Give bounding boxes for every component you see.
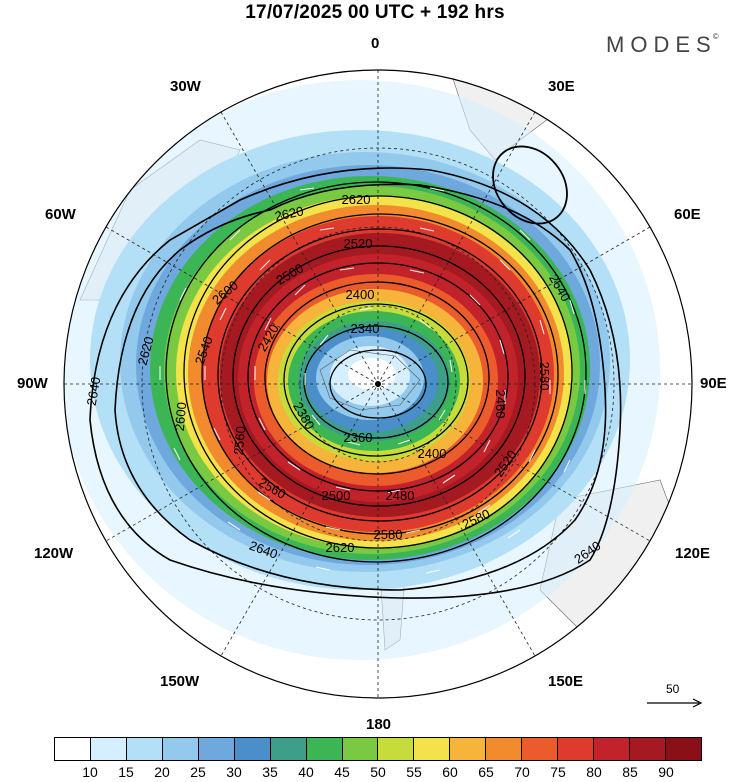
colorbar-tick-label: 70 xyxy=(514,764,530,780)
colorbar-tick-label: 30 xyxy=(226,764,242,780)
wind-reference-arrow-icon xyxy=(647,698,703,708)
lon-label-30w: 30W xyxy=(170,78,201,95)
contour-label: 2340 xyxy=(351,321,380,336)
contour-label: 2480 xyxy=(386,488,415,503)
colorbar-tick-label: 40 xyxy=(298,764,314,780)
contour-label: 2600 xyxy=(172,402,189,432)
speed-colorbar xyxy=(54,737,702,761)
map-title: 17/07/2025 00 UTC + 192 hrs xyxy=(245,2,505,23)
brand-text: MODES xyxy=(606,32,717,57)
colorbar-swatch xyxy=(270,738,307,760)
contour-label: 2580 xyxy=(374,527,403,542)
colorbar-tick-label: 65 xyxy=(478,764,494,780)
colorbar-swatch xyxy=(55,738,91,760)
height-contours xyxy=(89,145,622,599)
colorbar-swatch xyxy=(378,738,415,760)
contour-label: 2400 xyxy=(346,287,375,302)
lon-label-90e: 90E xyxy=(700,375,727,392)
contour-label: 2360 xyxy=(344,430,373,445)
contour-label: 2640 xyxy=(84,376,104,407)
colorbar-swatch xyxy=(234,738,271,760)
lon-label-0: 0 xyxy=(371,35,380,52)
modes-logo: MODES© xyxy=(606,32,719,58)
colorbar-tick-label: 60 xyxy=(442,764,458,780)
contour-label: 2400 xyxy=(418,446,447,461)
colorbar-swatch xyxy=(486,738,523,760)
colorbar-tick-label: 75 xyxy=(550,764,566,780)
colorbar-tick-label: 85 xyxy=(622,764,638,780)
colorbar-swatch xyxy=(414,738,451,760)
colorbar-swatch xyxy=(522,738,559,760)
speed-fill-layer: 2620 2620 2640 2640 2620 2600 2600 2580 … xyxy=(64,70,692,698)
contour-label: 2620 xyxy=(326,540,355,555)
contour-label: 2620 xyxy=(273,203,304,224)
contour-label: 2460 xyxy=(493,390,508,419)
lon-label-150e: 150E xyxy=(548,673,584,690)
wind-vectors xyxy=(159,187,586,574)
contour-label: 2620 xyxy=(135,335,157,367)
colorbar-tick-label: 80 xyxy=(586,764,602,780)
contour-label: 2620 xyxy=(342,192,371,207)
lon-label-60e: 60E xyxy=(674,206,701,223)
contour-label: 2580 xyxy=(537,362,552,391)
lon-label-180: 180 xyxy=(366,716,392,733)
lon-label-60w: 60W xyxy=(45,206,76,223)
wind-reference-label: 50 xyxy=(666,682,680,696)
map-border xyxy=(63,69,693,699)
south-pole-marker xyxy=(375,381,381,387)
lon-label-30e: 30E xyxy=(548,78,575,95)
contour-label: 2560 xyxy=(231,426,248,456)
lon-label-90w: 90W xyxy=(17,375,48,392)
colorbar-tick-label: 20 xyxy=(154,764,170,780)
lon-label-120e: 120E xyxy=(675,545,711,562)
colorbar-tick-label: 35 xyxy=(262,764,278,780)
colorbar-tick-label: 50 xyxy=(370,764,386,780)
colorbar-swatch xyxy=(306,738,343,760)
colorbar-swatch xyxy=(126,738,163,760)
colorbar-swatch xyxy=(198,738,235,760)
contour-label: 2500 xyxy=(322,488,351,503)
colorbar-swatch xyxy=(342,738,379,760)
colorbar-swatch xyxy=(630,738,666,760)
colorbar-swatch xyxy=(594,738,630,760)
colorbar-tick-label: 45 xyxy=(334,764,350,780)
colorbar-tick-label: 90 xyxy=(658,764,674,780)
colorbar-tick-label: 10 xyxy=(82,764,98,780)
colorbar-tick-label: 55 xyxy=(406,764,422,780)
colorbar-swatch xyxy=(665,738,701,760)
lon-label-120w: 120W xyxy=(34,545,74,562)
colorbar-swatch xyxy=(162,738,199,760)
colorbar-tick-label: 25 xyxy=(190,764,206,780)
colorbar-tick-label: 15 xyxy=(118,764,134,780)
colorbar-swatch xyxy=(558,738,595,760)
contour-label: 2520 xyxy=(344,236,373,251)
copyright-mark: © xyxy=(712,32,719,41)
colorbar-swatch xyxy=(90,738,127,760)
lon-label-150w: 150W xyxy=(160,673,200,690)
colorbar-swatch xyxy=(450,738,487,760)
